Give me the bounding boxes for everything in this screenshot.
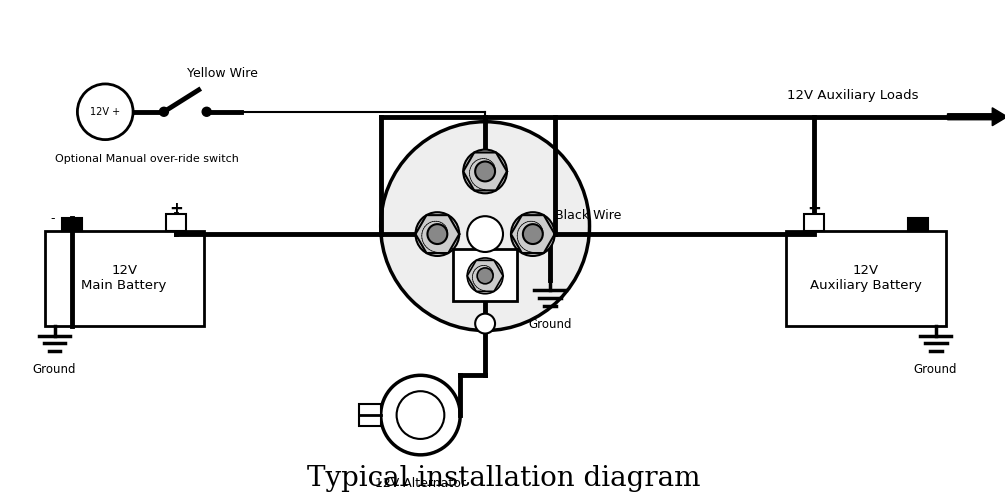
Text: 12V
Auxiliary Battery: 12V Auxiliary Battery [810, 264, 922, 292]
Bar [804, 214, 825, 231]
Circle shape [159, 107, 168, 116]
Text: -: - [50, 212, 54, 225]
Circle shape [415, 212, 460, 256]
Circle shape [511, 212, 554, 256]
Circle shape [477, 268, 493, 284]
Text: +: + [169, 200, 182, 218]
Text: Optional Manual over-ride switch: Optional Manual over-ride switch [55, 153, 239, 163]
Ellipse shape [381, 122, 590, 331]
Circle shape [427, 224, 448, 244]
Bar [44, 231, 204, 326]
Bar [62, 218, 83, 231]
Circle shape [523, 224, 542, 244]
Circle shape [78, 84, 133, 139]
Circle shape [464, 149, 507, 193]
Text: +: + [807, 200, 822, 218]
Bar [359, 404, 381, 426]
Text: Typical installation diagram: Typical installation diagram [307, 465, 701, 492]
Text: Black Wire: Black Wire [554, 209, 621, 222]
Text: Ground: Ground [914, 364, 958, 376]
Circle shape [467, 258, 503, 294]
Bar [454, 249, 517, 301]
Text: 12V Auxiliary Loads: 12V Auxiliary Loads [787, 89, 919, 102]
FancyArrow shape [948, 108, 1007, 125]
Circle shape [396, 391, 445, 439]
Text: 12V Alternator: 12V Alternator [375, 477, 466, 490]
Bar [166, 214, 185, 231]
Circle shape [467, 216, 503, 252]
Text: 12V +: 12V + [90, 107, 120, 117]
Text: 12V
Main Battery: 12V Main Battery [82, 264, 166, 292]
Text: Ground: Ground [33, 364, 77, 376]
Circle shape [475, 314, 495, 334]
Circle shape [475, 161, 495, 181]
Text: Yellow Wire: Yellow Wire [186, 67, 258, 80]
Circle shape [381, 375, 461, 455]
Text: Ground: Ground [528, 318, 572, 331]
Bar [908, 218, 927, 231]
Bar [786, 231, 946, 326]
Circle shape [203, 107, 211, 116]
